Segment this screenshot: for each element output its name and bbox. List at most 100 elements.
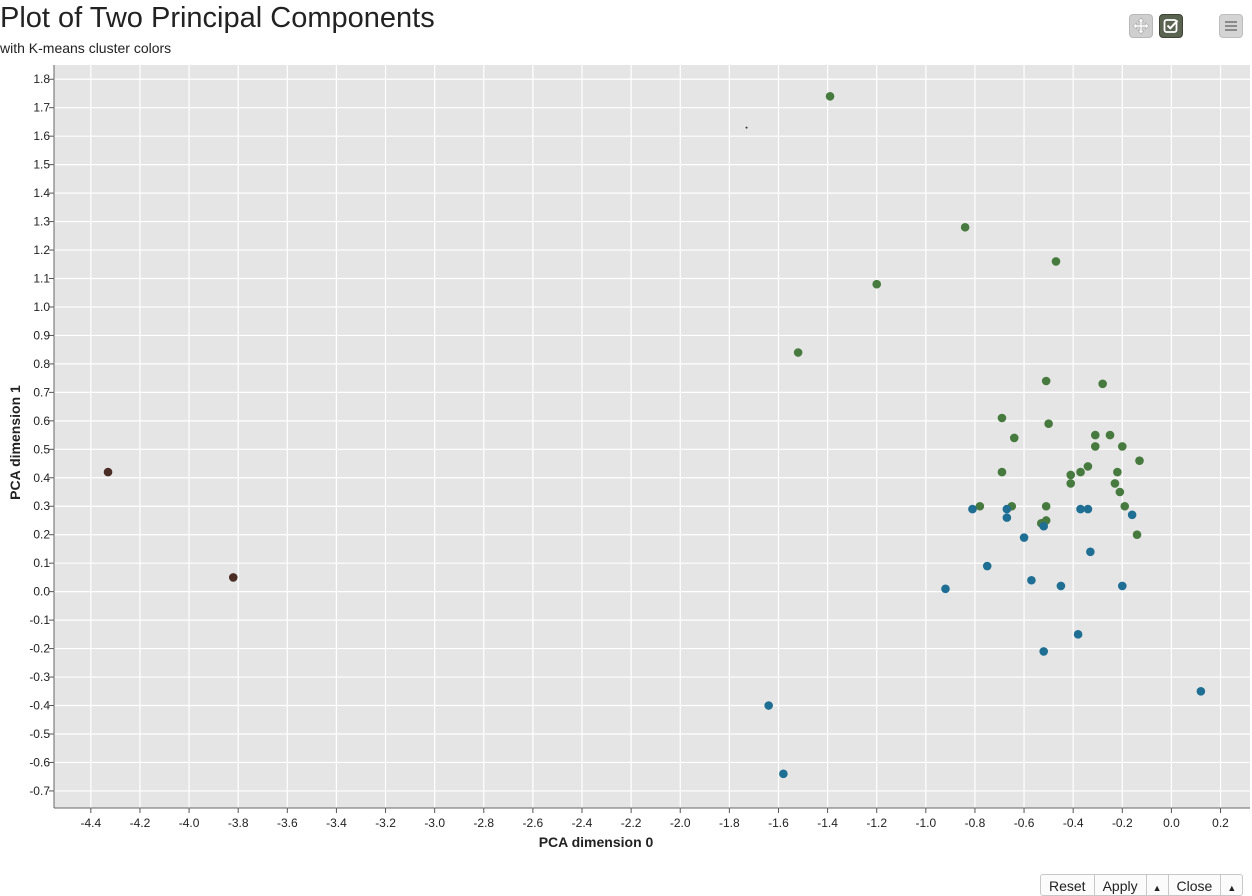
data-point[interactable] (982, 561, 992, 571)
data-point[interactable] (1117, 581, 1127, 591)
data-point[interactable] (1076, 504, 1085, 514)
y-tick-label: 1.0 (33, 300, 50, 314)
y-tick-label: 1.2 (33, 243, 50, 257)
x-tick-label: -3.2 (375, 816, 396, 830)
axes: -4.4 -4.2 -4.0 -3.8 -3.6 -3.4 -3.2 -3.0 -2.8 -2.6… (29, 65, 1250, 830)
x-tick-label: -0.8 (965, 816, 986, 830)
y-tick-label: 0.1 (33, 556, 50, 570)
data-point[interactable] (1083, 504, 1093, 514)
hamburger-icon (1225, 21, 1237, 31)
data-point[interactable] (1066, 470, 1076, 480)
data-point[interactable] (1090, 442, 1100, 451)
data-point[interactable] (103, 467, 113, 477)
data-point[interactable] (1113, 467, 1122, 477)
data-point[interactable] (1120, 501, 1130, 511)
y-tick-label: -0.1 (29, 613, 50, 627)
y-tick-label: 0.9 (33, 328, 50, 342)
x-tick-label: -2.8 (473, 816, 494, 830)
x-axis-label: PCA dimension 0 (539, 834, 654, 850)
x-tick-label: -3.6 (277, 816, 298, 830)
reset-button[interactable]: Reset (1041, 875, 1095, 895)
data-point[interactable] (228, 573, 238, 582)
checkbox-icon (1163, 19, 1179, 33)
data-point[interactable] (1132, 530, 1142, 540)
x-tick-label: -0.4 (1063, 816, 1084, 830)
x-tick-label: -1.4 (817, 816, 838, 830)
data-point[interactable] (1115, 487, 1125, 497)
y-tick-label: 1.4 (33, 186, 50, 200)
x-tick-label: -1.6 (768, 816, 789, 830)
data-point[interactable] (1027, 575, 1036, 585)
chart-title: Plot of Two Principal Components (0, 2, 435, 34)
close-button[interactable]: Close (1169, 875, 1222, 895)
y-tick-label: -0.3 (29, 670, 50, 684)
data-point[interactable] (1086, 547, 1095, 557)
data-point[interactable] (941, 584, 950, 594)
data-point[interactable] (1039, 521, 1049, 531)
data-point[interactable] (1135, 456, 1144, 465)
x-tick-label: -4.2 (130, 816, 151, 830)
y-tick-label: 1.5 (33, 158, 50, 172)
data-point[interactable] (1090, 430, 1100, 440)
data-point[interactable] (1105, 430, 1115, 440)
close-caret-button[interactable]: ▲ (1227, 883, 1237, 893)
data-point[interactable] (1110, 479, 1120, 488)
data-point[interactable] (1196, 686, 1206, 696)
collapse-caret-button[interactable]: ▲ (1147, 875, 1169, 895)
y-tick-label: -0.4 (29, 699, 50, 713)
y-axis-label: PCA dimension 1 (7, 385, 23, 500)
y-tick-label: 0.2 (33, 528, 50, 542)
data-point[interactable] (1083, 462, 1093, 471)
data-point[interactable] (997, 467, 1007, 477)
y-tick-label: 0.8 (33, 357, 50, 371)
data-point[interactable] (745, 126, 748, 129)
data-point[interactable] (1039, 647, 1049, 656)
x-tick-label: -2.0 (670, 816, 691, 830)
y-tick-label: 1.8 (33, 72, 50, 86)
y-tick-label: 1.1 (33, 272, 50, 286)
data-point[interactable] (1076, 467, 1085, 477)
data-point[interactable] (1044, 419, 1053, 428)
select-tool-button[interactable] (1159, 14, 1183, 38)
y-tick-label: -0.7 (29, 784, 50, 798)
y-tick-label: 1.3 (33, 215, 50, 229)
data-point[interactable] (1073, 630, 1083, 639)
data-point[interactable] (1041, 501, 1051, 511)
grid-lines (54, 65, 1250, 808)
data-point[interactable] (793, 348, 803, 357)
menu-button[interactable] (1219, 14, 1243, 38)
data-point[interactable] (1009, 433, 1019, 443)
data-point[interactable] (1056, 581, 1066, 591)
move-tool-button[interactable] (1129, 14, 1153, 38)
data-point[interactable] (960, 222, 970, 232)
x-tick-label: -0.2 (1112, 816, 1133, 830)
plot-background (54, 65, 1250, 808)
data-points (103, 92, 1206, 779)
data-point[interactable] (968, 504, 977, 514)
x-tick-label: 0.2 (1212, 816, 1229, 830)
data-point[interactable] (1098, 379, 1107, 389)
data-point[interactable] (1002, 504, 1012, 514)
y-tick-label: 0.3 (33, 499, 50, 513)
data-point[interactable] (1051, 257, 1061, 266)
data-point[interactable] (975, 501, 985, 511)
data-point[interactable] (872, 279, 882, 289)
data-point[interactable] (1002, 513, 1012, 522)
data-point[interactable] (1127, 510, 1137, 520)
x-tick-label: -3.4 (326, 816, 347, 830)
data-point[interactable] (825, 92, 835, 101)
bottom-button-bar: Reset Apply ▲ Close ▲ (1040, 874, 1244, 896)
x-tick-label: -3.8 (228, 816, 249, 830)
data-point[interactable] (997, 413, 1007, 423)
data-point[interactable] (1041, 376, 1051, 386)
data-point[interactable] (1066, 479, 1076, 488)
x-tick-label: -4.0 (179, 816, 200, 830)
x-tick-label: 0.0 (1163, 816, 1180, 830)
x-tick-label: -4.4 (80, 816, 101, 830)
data-point[interactable] (1019, 533, 1029, 542)
data-point[interactable] (764, 701, 773, 710)
apply-button[interactable]: Apply (1095, 875, 1147, 895)
data-point[interactable] (779, 769, 788, 779)
data-point[interactable] (1117, 442, 1127, 451)
